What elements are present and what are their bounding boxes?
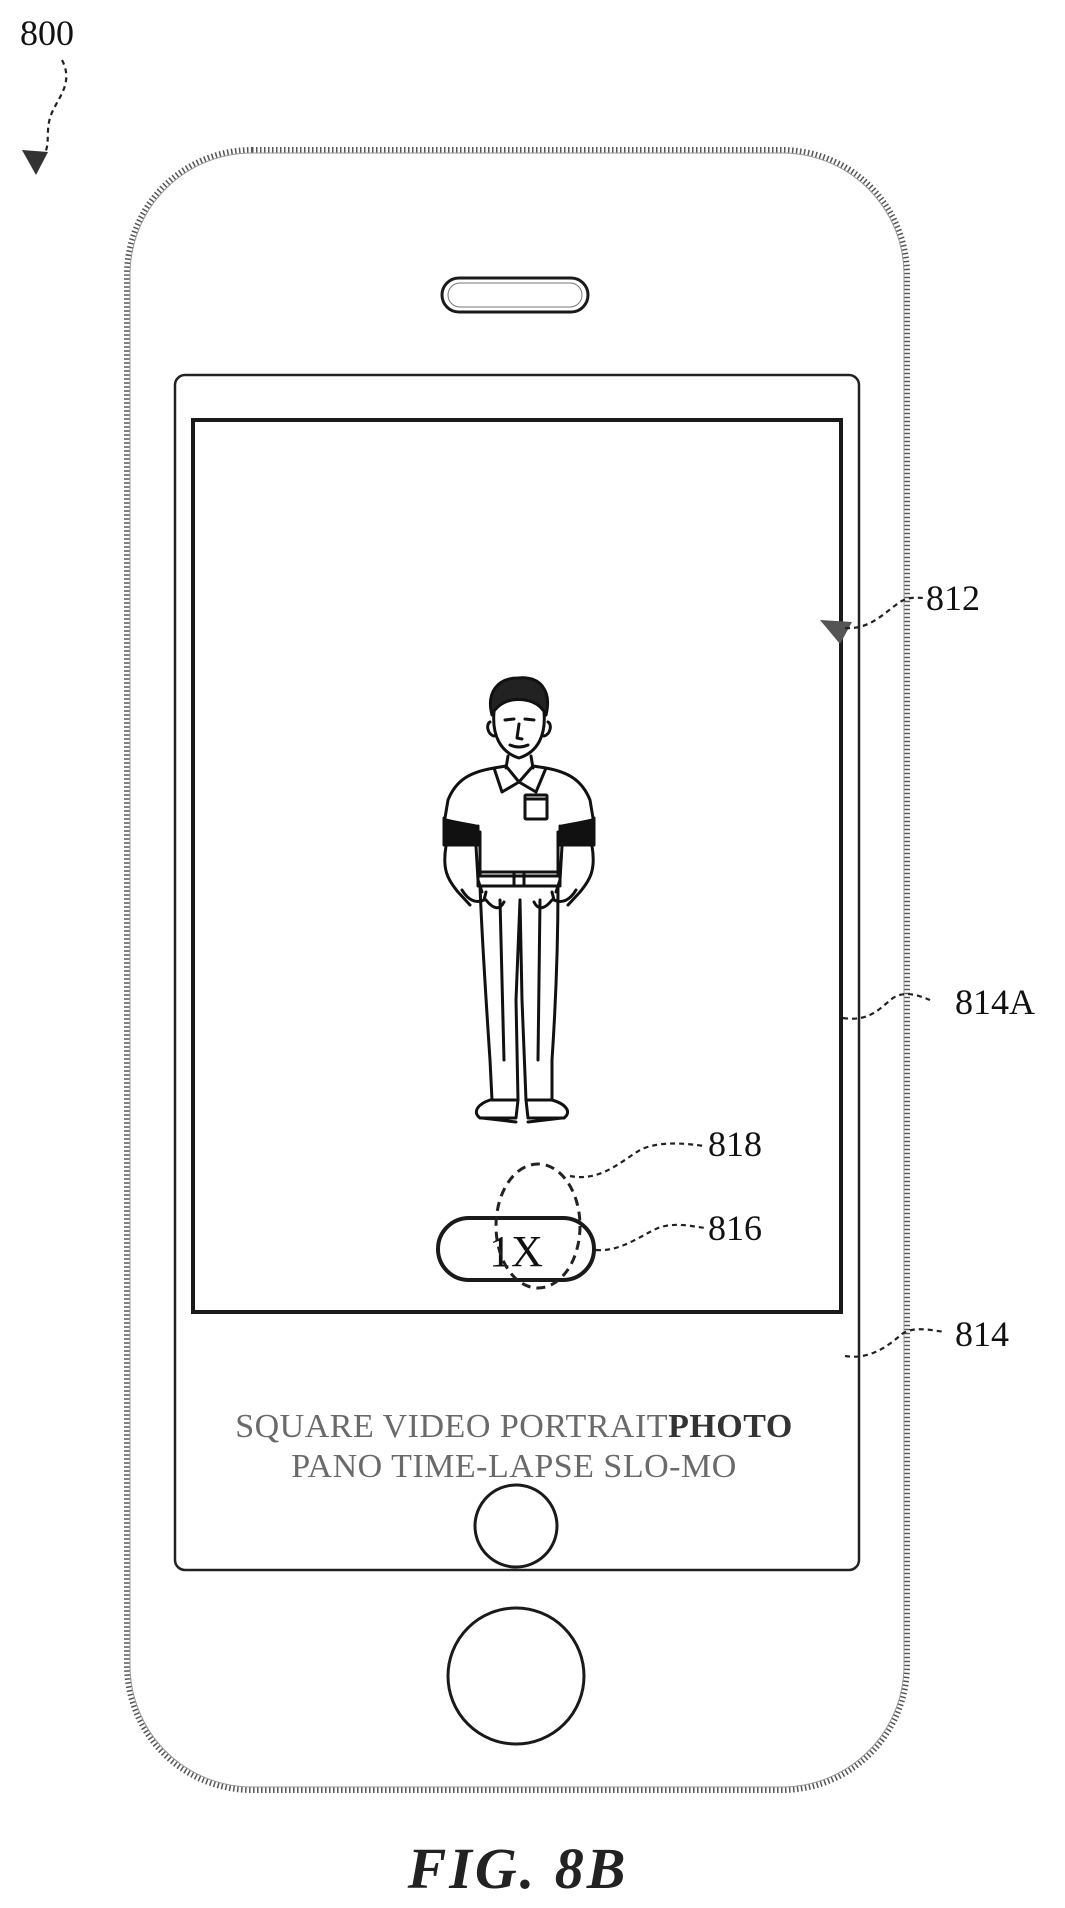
zoom-affordance-reference-label: 816 bbox=[708, 1208, 762, 1248]
shutter-button[interactable] bbox=[475, 1485, 557, 1567]
camera-mode-selector-row-1: SQUARE VIDEO PORTRAITPHOTO bbox=[235, 1408, 793, 1445]
mode-portrait[interactable]: PORTRAIT bbox=[500, 1408, 668, 1445]
mode-video[interactable]: VIDEO bbox=[383, 1408, 500, 1445]
touch-contact-leader bbox=[570, 1144, 704, 1178]
screen-reference-label: 814 bbox=[955, 1314, 1009, 1354]
figure-reference-leader bbox=[40, 60, 66, 160]
viewfinder-leader bbox=[845, 598, 925, 628]
viewfinder-frame-reference-label: 814A bbox=[955, 982, 1035, 1022]
viewfinder-reference-label: 812 bbox=[926, 578, 980, 618]
figure-reference-label: 800 bbox=[20, 13, 74, 53]
figure-caption: FIG. 8B bbox=[407, 1836, 629, 1901]
home-button[interactable] bbox=[448, 1608, 584, 1744]
mode-photo-active[interactable]: PHOTO bbox=[668, 1408, 793, 1445]
mode-square[interactable]: SQUARE bbox=[235, 1408, 382, 1445]
figure-reference-arrowhead-icon bbox=[22, 150, 48, 175]
zoom-affordance-button[interactable]: 1X bbox=[438, 1218, 594, 1280]
touch-contact-reference-label: 818 bbox=[708, 1124, 762, 1164]
camera-viewfinder bbox=[193, 420, 841, 1312]
zoom-affordance-leader bbox=[596, 1225, 705, 1250]
person-subject bbox=[444, 678, 594, 1122]
camera-mode-selector-row-2[interactable]: PANO TIME-LAPSE SLO-MO bbox=[291, 1448, 737, 1485]
viewfinder-marker-icon bbox=[820, 620, 852, 644]
viewfinder-frame-leader bbox=[843, 994, 930, 1019]
